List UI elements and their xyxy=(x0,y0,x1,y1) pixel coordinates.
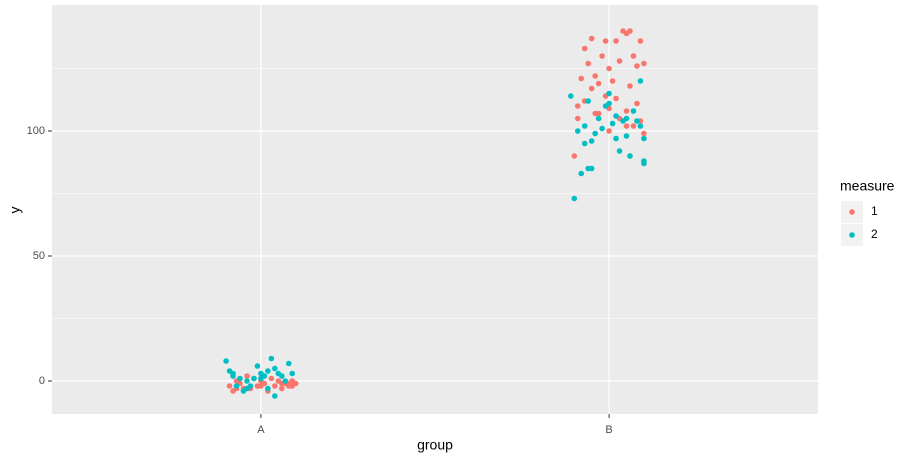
point xyxy=(279,385,285,392)
point xyxy=(641,158,647,164)
point xyxy=(599,125,605,132)
point xyxy=(634,100,640,107)
point xyxy=(272,365,278,372)
point xyxy=(585,98,591,104)
point xyxy=(627,153,633,159)
point xyxy=(272,393,278,399)
point xyxy=(641,60,647,67)
point xyxy=(623,133,630,139)
point xyxy=(279,373,285,379)
point xyxy=(571,153,578,159)
point xyxy=(233,383,240,389)
point xyxy=(272,383,278,389)
point xyxy=(616,148,623,154)
legend-title: measure xyxy=(840,178,895,194)
point xyxy=(258,375,264,382)
point xyxy=(602,38,609,44)
point xyxy=(244,373,250,379)
point xyxy=(637,78,644,84)
point xyxy=(258,383,264,389)
point xyxy=(588,138,595,144)
point xyxy=(641,130,647,137)
point xyxy=(581,123,588,129)
point xyxy=(268,355,275,362)
point xyxy=(599,53,605,59)
y-axis-label: y xyxy=(7,207,23,214)
point xyxy=(595,80,602,87)
x-axis-label: group xyxy=(417,437,453,453)
point xyxy=(578,75,585,82)
point xyxy=(637,38,644,44)
point xyxy=(634,63,640,69)
point xyxy=(609,78,616,84)
point xyxy=(595,115,602,122)
point xyxy=(613,113,619,119)
y-tick-label: 50 xyxy=(33,250,45,262)
point xyxy=(285,360,292,367)
legend-symbol xyxy=(849,232,855,238)
point xyxy=(244,385,250,392)
point xyxy=(282,378,289,384)
point xyxy=(613,38,619,44)
legend-symbol xyxy=(849,209,855,215)
point xyxy=(574,115,581,122)
legend-label: 2 xyxy=(871,227,878,241)
point xyxy=(623,108,630,114)
point xyxy=(585,60,591,67)
point xyxy=(609,120,616,127)
point xyxy=(630,123,637,129)
point xyxy=(637,123,644,129)
y-tick-label: 0 xyxy=(39,375,45,387)
point xyxy=(630,108,637,114)
point xyxy=(223,358,229,364)
point xyxy=(237,375,243,382)
point xyxy=(571,195,578,202)
point xyxy=(613,95,619,102)
point xyxy=(588,35,595,42)
point xyxy=(592,110,598,117)
point xyxy=(265,368,271,374)
point xyxy=(289,370,296,377)
point xyxy=(641,135,647,142)
point xyxy=(627,28,633,34)
point xyxy=(230,370,236,377)
point xyxy=(613,135,619,142)
point xyxy=(265,385,271,392)
point xyxy=(581,45,588,52)
x-tick-label: A xyxy=(257,424,265,436)
point xyxy=(226,383,233,389)
point xyxy=(588,85,595,92)
x-tick-label: B xyxy=(605,424,612,436)
legend-label: 1 xyxy=(871,204,878,218)
point xyxy=(251,375,257,382)
y-tick-label: 100 xyxy=(27,125,45,137)
point xyxy=(574,128,581,134)
point xyxy=(592,130,598,137)
point xyxy=(578,170,585,177)
point xyxy=(606,90,612,97)
point xyxy=(616,58,623,64)
point xyxy=(606,128,612,134)
point xyxy=(606,65,612,72)
point xyxy=(254,363,261,369)
point xyxy=(630,53,637,59)
point xyxy=(585,165,591,172)
point xyxy=(623,123,630,129)
point xyxy=(581,140,588,147)
point xyxy=(623,115,630,122)
point xyxy=(268,375,275,382)
point xyxy=(627,83,633,89)
point xyxy=(606,100,612,107)
point xyxy=(574,103,581,109)
point xyxy=(289,383,296,389)
point xyxy=(634,118,640,124)
plot-panel xyxy=(52,5,818,414)
point xyxy=(567,93,574,99)
point xyxy=(244,378,250,384)
point xyxy=(592,73,598,79)
